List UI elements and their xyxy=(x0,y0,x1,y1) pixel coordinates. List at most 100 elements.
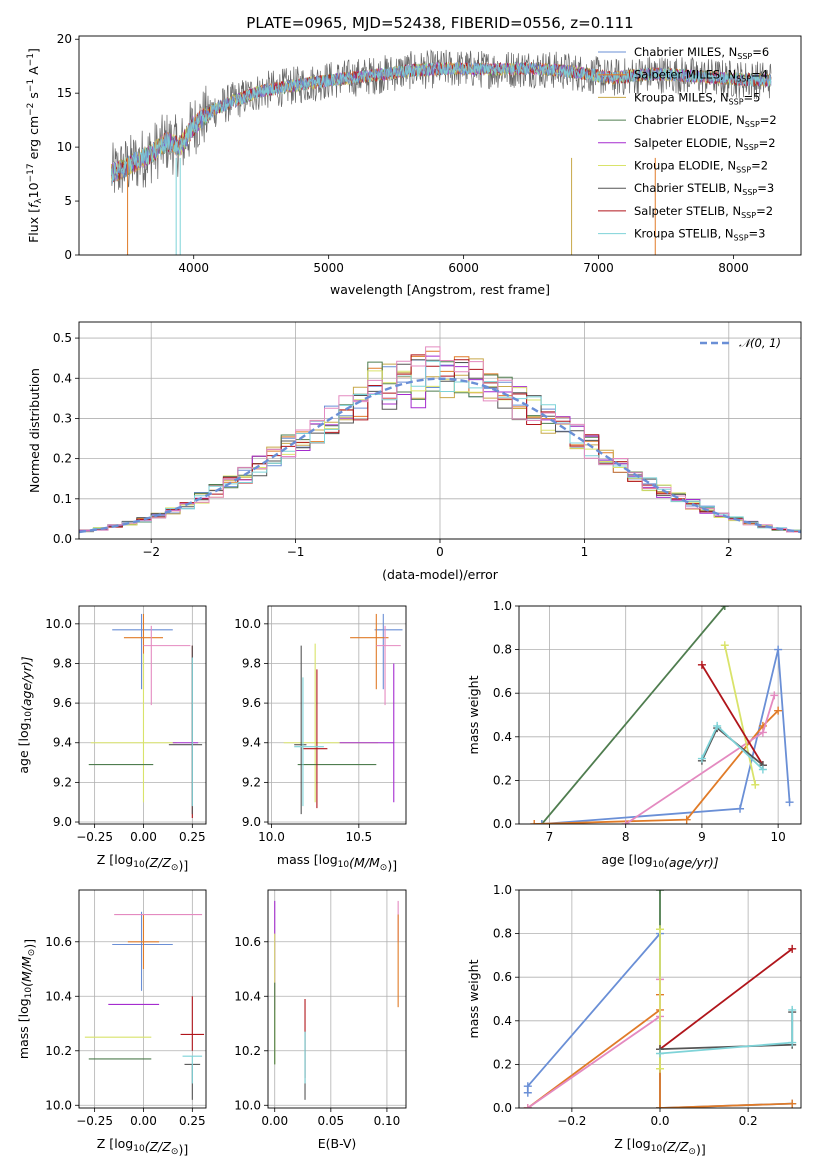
plot-area xyxy=(274,900,399,1100)
x-axis-label: Z [log10(Z/Z⊙)] xyxy=(614,1136,705,1157)
age_vs_Z-panel: −0.25 0.00 0.25 9.0 9.2 9.4 9.6 9.8 10.0 Z [log10… xyxy=(16,605,207,873)
weight-line-pink xyxy=(527,979,661,1108)
weight-marker xyxy=(523,1082,532,1091)
x-axis-label: (data-model)/error xyxy=(382,567,499,582)
x-tick-label: 10.5 xyxy=(345,830,372,844)
weight-marker xyxy=(720,641,729,650)
x-tick-label: 0 xyxy=(436,545,444,559)
y-tick-label: 0.0 xyxy=(493,817,512,831)
weight_vs_age-panel: 7 8 9 10 0.0 0.2 0.4 0.6 0.8 1.0 age [log10(age/yr… xyxy=(466,599,802,870)
legend-label: Salpeter STELIB, NSSP=2 xyxy=(634,204,773,220)
y-tick-label: 10.0 xyxy=(45,617,72,631)
axes-frame xyxy=(78,321,802,540)
legend-label: 𝒩(0, 1) xyxy=(739,336,781,350)
x-axis-label: wavelength [Angstrom, rest frame] xyxy=(330,282,550,297)
y-tick-label: 10.0 xyxy=(234,617,261,631)
plot-area xyxy=(530,606,794,824)
weight-marker xyxy=(785,798,794,807)
y-axis-label: mass weight xyxy=(466,959,481,1038)
weight-marker xyxy=(788,944,797,953)
weight-marker xyxy=(774,645,783,654)
normal-curve xyxy=(79,377,801,534)
y-tick-label: 10.4 xyxy=(234,989,261,1003)
weight-marker xyxy=(788,1099,797,1108)
weight-marker xyxy=(774,706,783,715)
y-tick-label: 0.1 xyxy=(53,492,72,506)
age_vs_mass-panel: 10.0 10.5 9.0 9.2 9.4 9.6 9.8 10.0 mass [log10(M… xyxy=(234,605,407,873)
y-tick-label: 0.3 xyxy=(53,411,72,425)
y-tick-label: 9.4 xyxy=(242,736,261,750)
weight-marker xyxy=(720,606,729,610)
y-tick-label: 9.0 xyxy=(53,815,72,829)
x-tick-label: −0.2 xyxy=(557,1114,586,1128)
y-tick-label: 10.0 xyxy=(45,1098,72,1112)
weight-line-chabrier-elodie xyxy=(541,606,726,824)
weight-marker xyxy=(682,815,691,824)
y-axis-label: Flux [fλ10−17 erg cm−2 s−1 A−1] xyxy=(26,48,44,243)
weight-marker xyxy=(656,890,664,894)
y-tick-label: 15 xyxy=(57,86,72,100)
weight-marker xyxy=(751,780,760,789)
y-tick-label: 1.0 xyxy=(493,599,512,613)
axes-frame xyxy=(267,889,407,1109)
y-tick-label: 9.2 xyxy=(242,775,261,789)
legend-label: Kroupa MILES, NSSP=5 xyxy=(634,90,760,106)
y-tick-label: 0.2 xyxy=(493,1057,512,1071)
weight-marker xyxy=(736,804,745,813)
y-tick-label: 0.4 xyxy=(53,371,72,385)
x-tick-label: 7000 xyxy=(583,261,614,275)
weight-marker xyxy=(530,820,539,824)
weight-marker xyxy=(656,1104,664,1108)
weight-marker xyxy=(758,728,767,737)
x-tick-label: 8 xyxy=(622,830,630,844)
x-tick-label: 0.00 xyxy=(261,1114,288,1128)
x-tick-label: 2 xyxy=(725,545,733,559)
y-tick-label: 9.0 xyxy=(242,815,261,829)
x-axis-label: age [log10(age/yr)] xyxy=(601,852,718,870)
weight-line-salpeter-miles xyxy=(527,994,793,1108)
y-tick-label: 9.8 xyxy=(242,656,261,670)
y-axis-label: mass weight xyxy=(466,675,481,754)
weight_vs_Z-panel: −0.2 0.0 0.2 0.0 0.2 0.4 0.6 0.8 1.0 Z [log10(Z/Z… xyxy=(466,883,802,1157)
y-tick-label: 0.2 xyxy=(53,452,72,466)
plot-area xyxy=(283,613,403,815)
y-axis-label: Normed distribution xyxy=(27,368,42,493)
x-tick-label: 0.05 xyxy=(317,1114,344,1128)
x-tick-label: 8000 xyxy=(718,261,749,275)
axes-frame xyxy=(518,889,802,1109)
y-axis-label: age [log10(age/yr)] xyxy=(16,656,34,773)
x-tick-label: 5000 xyxy=(313,261,344,275)
y-tick-label: 0.5 xyxy=(53,331,72,345)
y-tick-label: 0.8 xyxy=(493,927,512,941)
weight-marker xyxy=(697,660,706,669)
y-tick-label: 9.4 xyxy=(53,736,72,750)
weight-marker xyxy=(770,691,779,700)
plot-area xyxy=(88,613,203,819)
y-tick-label: 20 xyxy=(57,32,72,46)
x-axis-label: E(B-V) xyxy=(318,1136,357,1151)
legend-label: Salpeter MILES, NSSP=4 xyxy=(634,68,768,84)
weight-line-kroupa-elodie xyxy=(723,645,757,785)
y-tick-label: 0.4 xyxy=(493,730,512,744)
y-tick-label: 10.2 xyxy=(45,1044,72,1058)
y-tick-label: 0.0 xyxy=(493,1101,512,1115)
x-tick-label: −2 xyxy=(142,545,160,559)
x-tick-label: 10.0 xyxy=(258,830,285,844)
y-tick-label: 0.6 xyxy=(493,686,512,700)
y-tick-label: 0.0 xyxy=(53,532,72,546)
x-tick-label: 0.25 xyxy=(179,1114,206,1128)
axes-frame xyxy=(78,605,207,825)
x-tick-label: 0.00 xyxy=(130,1114,157,1128)
y-tick-label: 9.8 xyxy=(53,656,72,670)
x-axis-label: Z [log10(Z/Z⊙)] xyxy=(97,1136,188,1157)
y-tick-label: 10 xyxy=(57,140,72,154)
y-tick-label: 0 xyxy=(64,248,72,262)
axes-frame xyxy=(78,889,207,1109)
plot-area xyxy=(84,911,205,1100)
plot-area xyxy=(523,890,797,1108)
weight-line-salpeter-miles xyxy=(534,709,779,824)
x-tick-label: 1 xyxy=(581,545,589,559)
x-tick-label: −1 xyxy=(287,545,305,559)
x-tick-label: 4000 xyxy=(178,261,209,275)
